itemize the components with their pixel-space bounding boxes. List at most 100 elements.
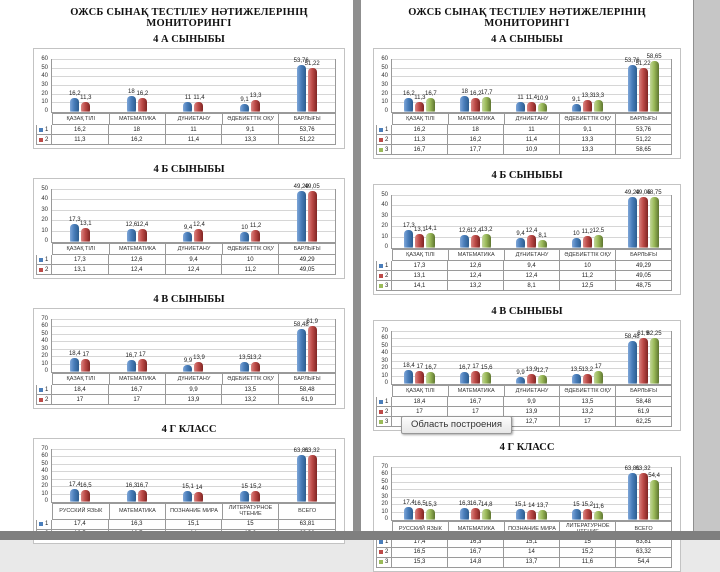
- bar-series-1: [627, 65, 637, 112]
- bar-wrap: 12,4: [137, 222, 148, 242]
- bar-value-label: 16,7: [469, 500, 482, 507]
- y-axis-tick-label: 30: [41, 345, 48, 352]
- chart-area: 0 10 20 30 40 50 17,3 13,1 14,1 12,6 12,4 13,2 9,4 12…: [373, 184, 681, 295]
- data-table-cell: 63,81: [279, 519, 336, 530]
- bar-wrap: 58,65: [647, 54, 662, 112]
- bar-wrap: 17,4: [69, 482, 81, 502]
- bar-group: 9,4 12,4 8,1: [504, 186, 560, 248]
- y-axis-tick-label: 0: [384, 380, 388, 386]
- gridline: [52, 230, 335, 232]
- bar-group: 17,3 13,1: [52, 180, 109, 242]
- bar-group: 10 11,2: [222, 180, 279, 242]
- series-name: 1: [45, 126, 49, 133]
- gridline: [392, 368, 671, 370]
- plot-row: 0 10 20 30 40 50 60 16,2 11,3 18 16,2 11 11,4 9,1 13,3…: [36, 56, 336, 114]
- legend-swatch-icon: [379, 137, 383, 142]
- plot-area: 17,3 13,1 14,1 12,6 12,4 13,2 9,4 12,4 8,1 10 11,2…: [391, 190, 672, 249]
- category-axis-spacer: [36, 243, 52, 255]
- bar-value-label: 18,4: [68, 351, 81, 358]
- horizontal-scrollbar[interactable]: [0, 531, 720, 540]
- category-label: ДҮНИЕТАНУ: [166, 243, 223, 255]
- bar-series-3: [426, 371, 436, 384]
- bar-series-2: [251, 490, 261, 502]
- bar-wrap: 61,9: [306, 319, 318, 372]
- bar-series-3: [649, 479, 659, 520]
- category-axis: ҚАЗАҚ ТІЛІ МАТЕМАТИКА ДҮНИЕТАНУ ӘДЕБИЕТТІК …: [376, 249, 672, 261]
- legend-swatch-icon: [379, 560, 383, 565]
- bar-value-label: 10,9: [536, 95, 549, 102]
- y-axis-tick-label: 0: [384, 516, 388, 522]
- page-title: ОЖСБ СЫНАҚ ТЕСТІЛЕУ НӘТИЖЕЛЕРІНІҢ МОНИТО…: [408, 7, 646, 29]
- legend-swatch-icon: [379, 273, 383, 278]
- series-legend-key: 1: [36, 519, 52, 530]
- bar-wrap: 17: [137, 352, 147, 372]
- bar-series-2: [251, 100, 261, 112]
- bar-series-3: [537, 374, 547, 384]
- data-table-row: 1 16,2 18 11 9,1 53,76: [376, 125, 672, 135]
- bar-value-label: 11: [517, 95, 524, 102]
- category-label: БАРЛЫҒЫ: [279, 373, 336, 385]
- data-table-cell: 16,2: [448, 135, 504, 145]
- bar-wrap: 63,32: [305, 448, 320, 502]
- bar-series-3: [649, 61, 659, 112]
- category-label: ҚАЗАҚ ТІЛІ: [52, 373, 110, 385]
- bar-wrap: 15,1: [515, 502, 526, 520]
- bar-wrap: 11,2: [250, 223, 261, 242]
- category-label: ӘДЕБИЕТТІК ОҚУ: [560, 385, 617, 397]
- bar-value-label: 17,3: [68, 217, 81, 224]
- gridline: [52, 326, 335, 328]
- data-table-cell: 8,1: [504, 281, 560, 291]
- series-name: 1: [45, 256, 49, 263]
- y-axis-tick-label: 10: [381, 233, 388, 240]
- series-legend-key: 2: [36, 135, 52, 145]
- series-name: 1: [385, 262, 389, 269]
- category-label: БАРЛЫҒЫ: [279, 243, 336, 255]
- gridline: [52, 319, 335, 320]
- bar-value-label: 13,2: [480, 227, 493, 234]
- legend-swatch-icon: [379, 399, 383, 404]
- series-name: 2: [45, 136, 49, 143]
- data-table-row: 1 17,3 12,6 9,4 10 49,29: [376, 261, 672, 271]
- bar-series-3: [426, 97, 436, 112]
- data-table-row: 1 18,4 16,7 9,9 13,5 58,48: [36, 385, 336, 395]
- bar-series-2: [638, 472, 648, 520]
- plot-row: 0 10 20 30 40 50 60 70 18,4 17 16,7 17 9,9 13,9 13,5 13…: [36, 316, 336, 374]
- bar-value-label: 16,3: [458, 500, 471, 507]
- y-axis: 0 10 20 30 40 50 60: [36, 56, 51, 114]
- bar-groups: 17,4 16,5 15,3 16,3 16,7 14,8 15,1 14 13,7 15 15,2…: [392, 458, 671, 520]
- y-axis-tick-label: 0: [384, 108, 388, 114]
- plot-row: 0 10 20 30 40 50 60 70 17,4 16,5 16,3 16,7 15,1 14 15 1…: [36, 446, 336, 504]
- bar-value-label: 15,3: [425, 501, 437, 508]
- gridline: [392, 59, 671, 60]
- legend-swatch-icon: [379, 550, 383, 555]
- bar-group: 13,5 13,2: [222, 310, 279, 372]
- bar-series-2: [415, 234, 425, 248]
- vertical-scrollbar[interactable]: [693, 0, 720, 531]
- bar-value-label: 51,22: [304, 60, 320, 67]
- data-table-cell: 12,6: [108, 255, 166, 265]
- bar-value-label: 53,76: [293, 58, 309, 65]
- y-axis-tick-label: 40: [381, 202, 388, 209]
- y-axis-tick-label: 60: [381, 471, 388, 478]
- category-axis-spacer: [376, 249, 392, 261]
- bar-series-1: [296, 454, 306, 502]
- data-table-cell: 13,5: [222, 385, 280, 395]
- gridline: [52, 456, 335, 458]
- bar-series-2: [638, 67, 648, 112]
- data-table-cell: 15: [222, 519, 280, 530]
- y-axis-tick-label: 50: [381, 192, 388, 198]
- bar-series-1: [70, 97, 80, 112]
- bar-wrap: 12,4: [470, 228, 482, 248]
- gridline: [392, 360, 671, 362]
- bar-wrap: 48,75: [647, 190, 662, 248]
- bar-value-label: 15,2: [581, 501, 594, 508]
- bar-value-label: 11: [184, 95, 192, 102]
- legend-swatch-icon: [379, 283, 383, 288]
- series-legend-key: 1: [36, 255, 52, 265]
- bar-series-3: [593, 235, 603, 248]
- data-table-cell: 18,4: [392, 397, 448, 407]
- bar-wrap: 12,6: [126, 222, 137, 242]
- bar-series-2: [526, 102, 536, 112]
- y-axis: 0 10 20 30 40 50 60 70: [36, 316, 51, 374]
